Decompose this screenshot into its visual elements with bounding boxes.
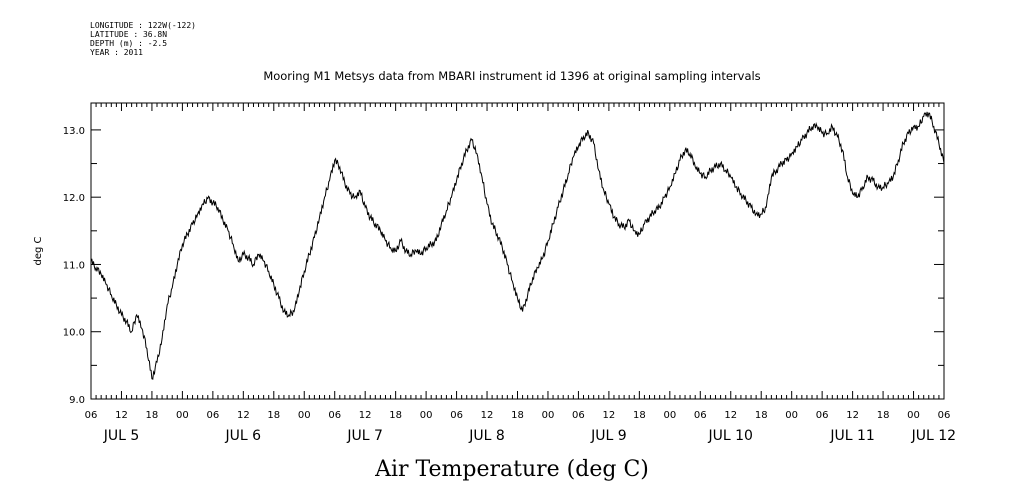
x-tick-label: 18 <box>267 410 280 421</box>
x-day-label: JUL 8 <box>468 428 505 444</box>
station-metadata: LONGITUDE : 122W(-122) LATITUDE : 36.8N … <box>90 21 196 57</box>
x-tick-label: 06 <box>85 410 98 421</box>
y-tick-label: 13.0 <box>63 126 85 137</box>
x-tick-label: 18 <box>755 410 768 421</box>
x-tick-label: 12 <box>115 410 128 421</box>
x-tick-label: 18 <box>511 410 524 421</box>
x-tick-label: 06 <box>694 410 707 421</box>
y-tick-label: 9.0 <box>69 395 85 406</box>
x-tick-label: 00 <box>785 410 798 421</box>
longitude-text: LONGITUDE : 122W(-122) <box>90 21 196 30</box>
x-tick-label: 12 <box>603 410 616 421</box>
x-tick-label: 06 <box>816 410 829 421</box>
x-tick-label: 06 <box>450 410 463 421</box>
x-tick-label: 00 <box>663 410 676 421</box>
axis-ticks <box>90 103 945 400</box>
year-text: YEAR : 2011 <box>90 48 143 57</box>
x-tick-label: 06 <box>572 410 585 421</box>
x-tick-label: 12 <box>237 410 250 421</box>
x-tick-label: 06 <box>206 410 219 421</box>
x-day-label: JUL 7 <box>346 428 383 444</box>
x-day-label: JUL 10 <box>708 428 753 444</box>
latitude-text: LATITUDE : 36.8N <box>90 30 168 39</box>
x-tick-label: 00 <box>542 410 555 421</box>
y-tick-label: 10.0 <box>63 328 85 339</box>
x-day-label: JUL 12 <box>911 428 956 444</box>
x-tick-label: 00 <box>298 410 311 421</box>
x-day-label: JUL 9 <box>590 428 627 444</box>
x-tick-label: 12 <box>846 410 859 421</box>
x-axis-label: Air Temperature (deg C) <box>374 457 649 482</box>
series-layer <box>90 111 945 380</box>
x-tick-label: 12 <box>481 410 494 421</box>
plot-frame <box>90 102 945 400</box>
x-tick-label: 06 <box>938 410 951 421</box>
axis-labels: 06 12 18 00 06 12 18 00 06 12 18 00 06 12 18 00 06 12 18 00… <box>63 126 956 444</box>
x-day-label: JUL 11 <box>829 428 874 444</box>
x-day-label: JUL 5 <box>103 428 140 444</box>
chart-title: Mooring M1 Metsys data from MBARI instru… <box>263 69 760 83</box>
depth-text: DEPTH (m) : -2.5 <box>90 39 168 48</box>
y-axis-label: deg C <box>33 236 44 265</box>
x-tick-label: 12 <box>724 410 737 421</box>
x-tick-label: 18 <box>389 410 402 421</box>
y-tick-label: 12.0 <box>63 193 85 204</box>
x-tick-label: 18 <box>877 410 890 421</box>
x-tick-label: 00 <box>420 410 433 421</box>
x-day-label: JUL 6 <box>225 428 262 444</box>
x-tick-label: 00 <box>176 410 189 421</box>
x-tick-label: 00 <box>907 410 920 421</box>
x-tick-label: 18 <box>633 410 646 421</box>
x-tick-label: 12 <box>359 410 372 421</box>
x-tick-label: 18 <box>146 410 159 421</box>
x-tick-label: 06 <box>328 410 341 421</box>
y-tick-label: 11.0 <box>63 260 85 271</box>
series-line <box>90 111 945 380</box>
